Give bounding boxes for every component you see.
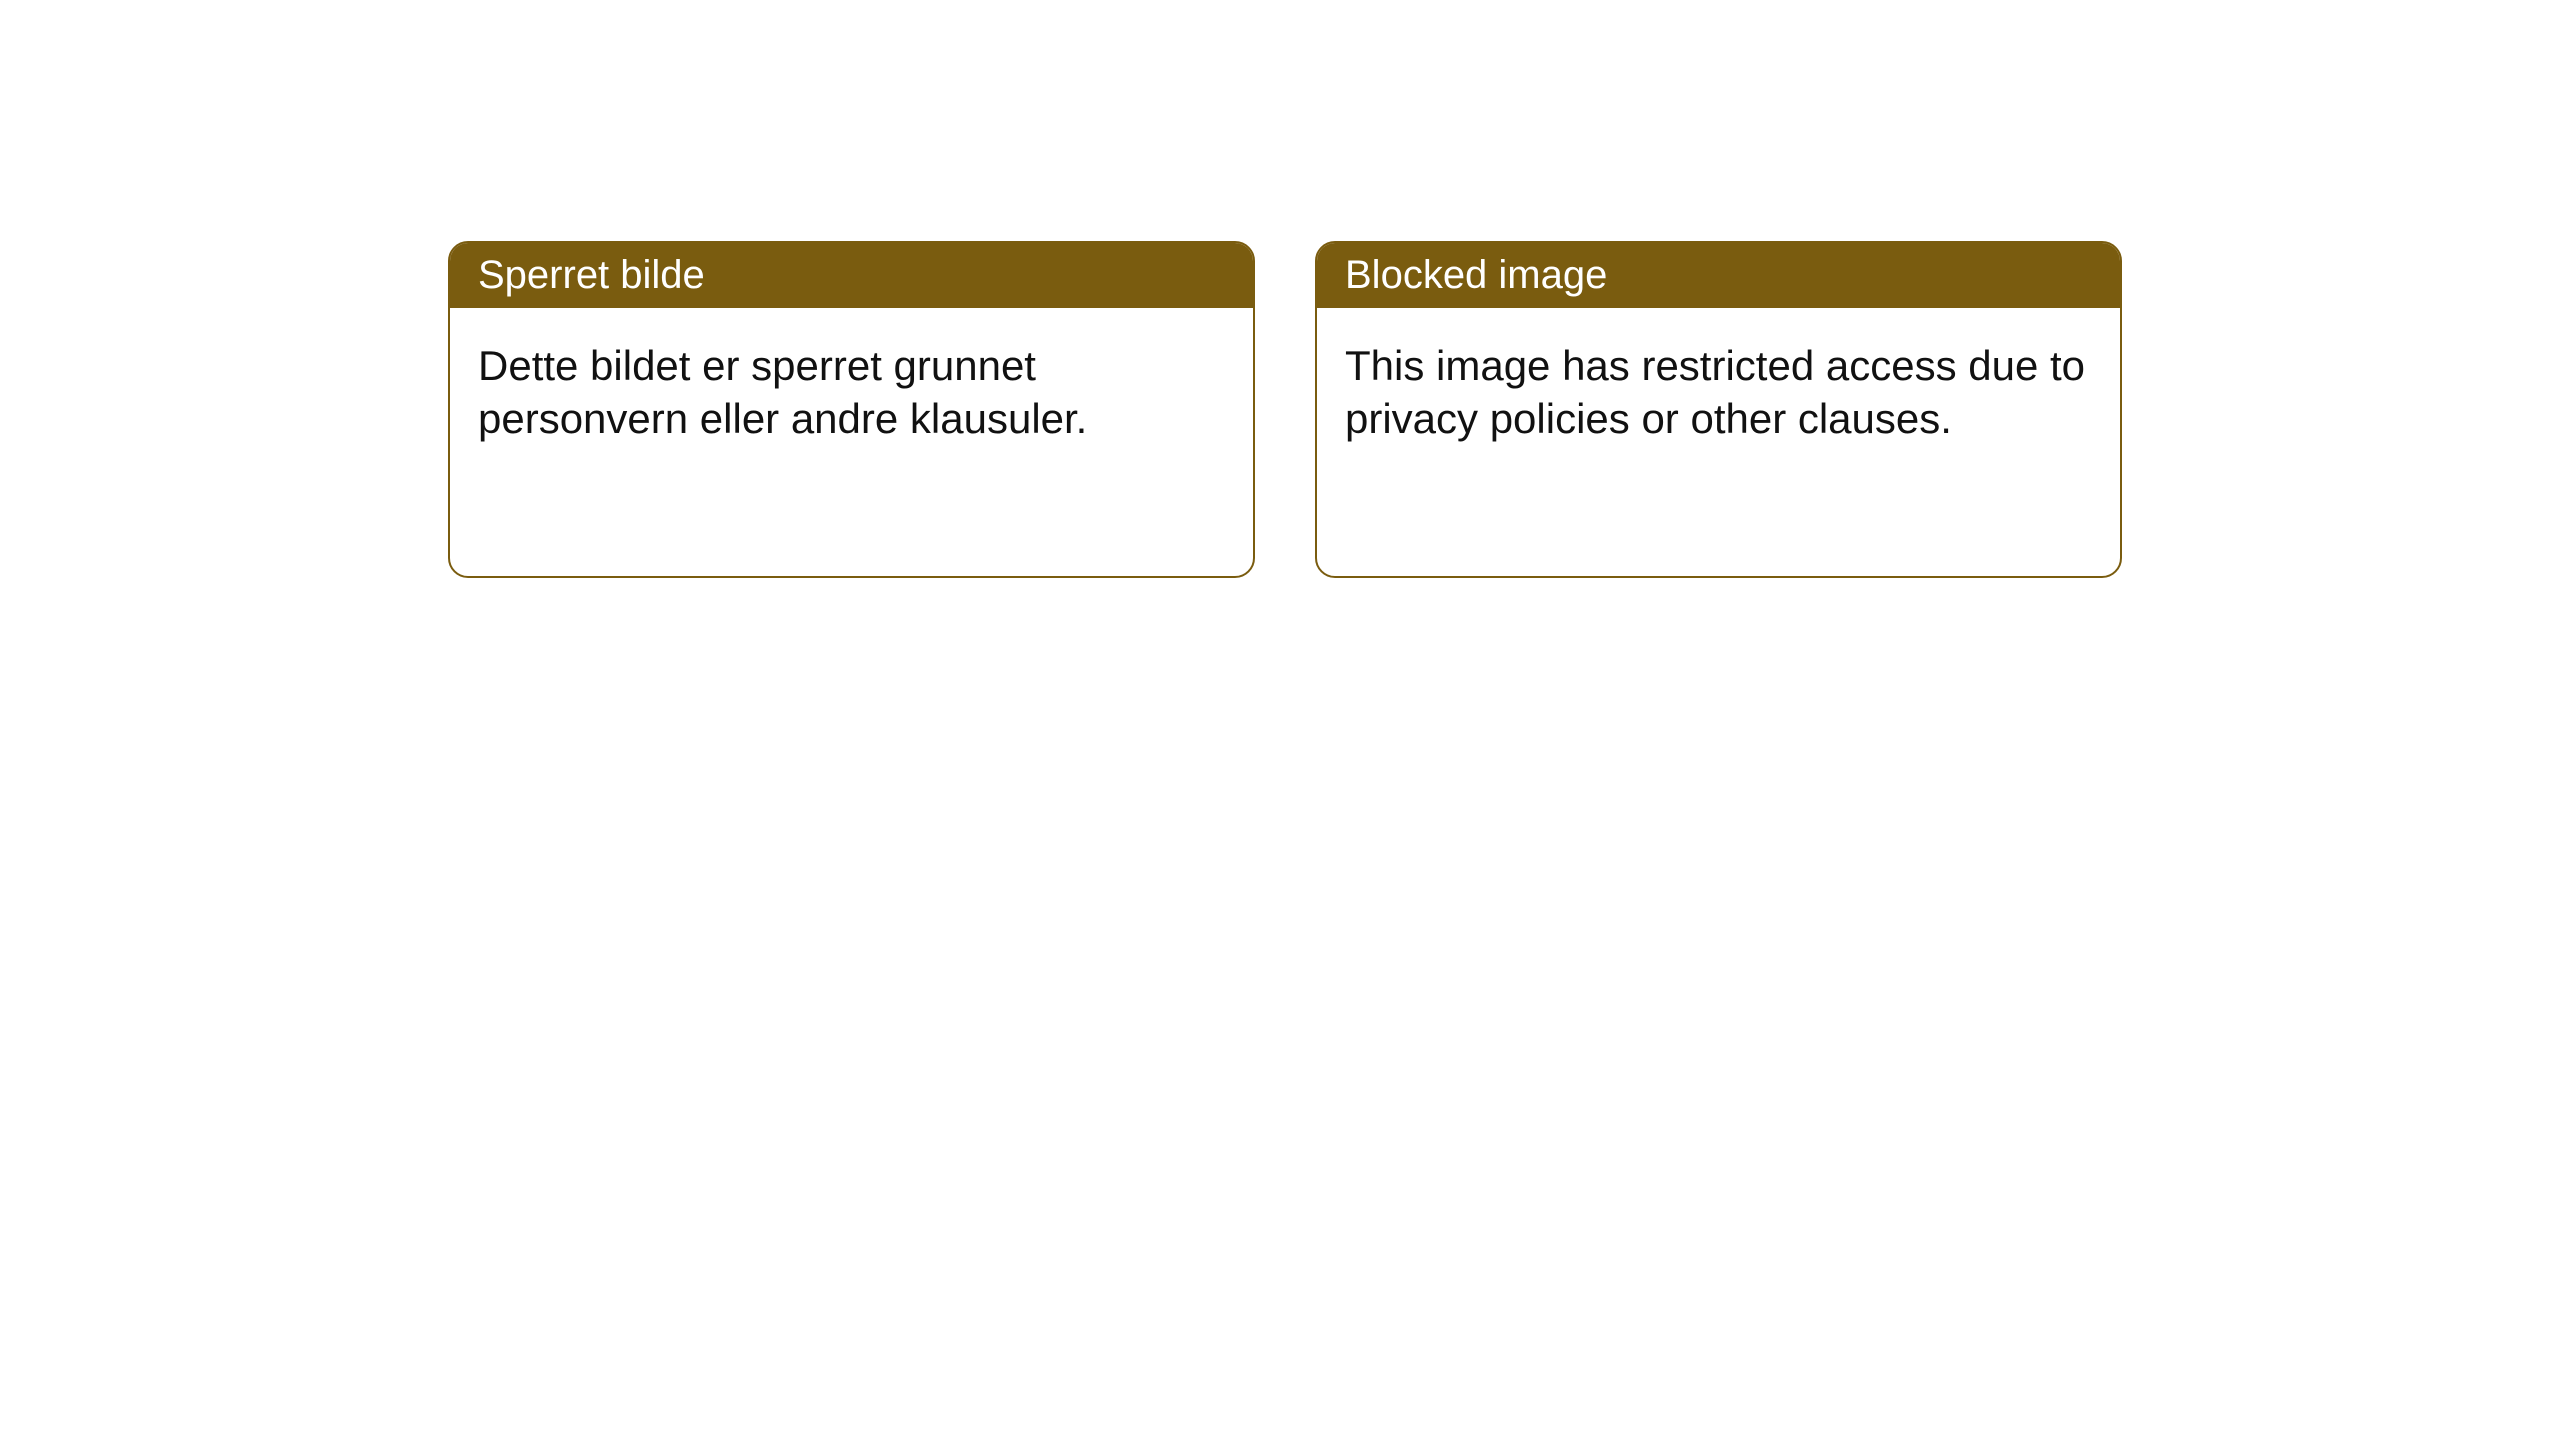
card-body-text: Dette bildet er sperret grunnet personve… (478, 342, 1087, 442)
notice-card-english: Blocked image This image has restricted … (1315, 241, 2122, 578)
card-body: Dette bildet er sperret grunnet personve… (450, 308, 1253, 576)
card-title: Blocked image (1345, 253, 1607, 297)
card-header: Sperret bilde (450, 243, 1253, 308)
card-body: This image has restricted access due to … (1317, 308, 2120, 576)
notice-cards-container: Sperret bilde Dette bildet er sperret gr… (0, 0, 2560, 578)
notice-card-norwegian: Sperret bilde Dette bildet er sperret gr… (448, 241, 1255, 578)
card-title: Sperret bilde (478, 253, 705, 297)
card-body-text: This image has restricted access due to … (1345, 342, 2085, 442)
card-header: Blocked image (1317, 243, 2120, 308)
